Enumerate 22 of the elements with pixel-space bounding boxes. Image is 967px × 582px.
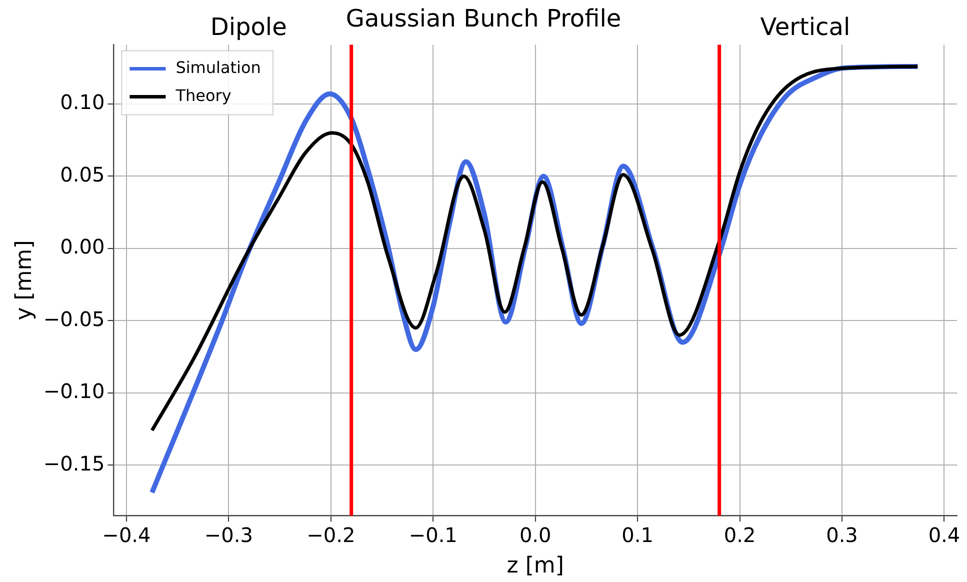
- y-axis-title: y [mm]: [12, 240, 37, 320]
- x-tick-label: −0.1: [408, 522, 458, 547]
- chart-title: Gaussian Bunch Profile: [346, 4, 622, 33]
- y-tick-label: −0.15: [43, 451, 105, 476]
- x-tick-label: 0.1: [622, 522, 654, 547]
- y-tick-label: −0.10: [43, 379, 105, 404]
- x-tick-label: −0.3: [204, 522, 253, 547]
- y-tick-label: 0.00: [60, 234, 105, 259]
- text: Dipole: [210, 12, 287, 41]
- y-tick-label: 0.05: [60, 162, 105, 186]
- y-tick-label: −0.05: [43, 306, 105, 331]
- x-tick-label: 0.3: [826, 522, 858, 547]
- x-axis-title: z [m]: [506, 554, 564, 579]
- x-tick-label: −0.4: [102, 522, 151, 547]
- x-tick-label: 0.4: [928, 522, 960, 547]
- x-tick-label: −0.2: [306, 522, 356, 547]
- x-tick-label: 0.0: [519, 522, 552, 547]
- text: Vertical: [760, 12, 850, 41]
- x-tick-label: 0.2: [724, 522, 756, 547]
- y-tick-label: 0.10: [60, 90, 105, 114]
- legend-label: Simulation: [176, 58, 261, 77]
- legend-label: Theory: [174, 86, 232, 105]
